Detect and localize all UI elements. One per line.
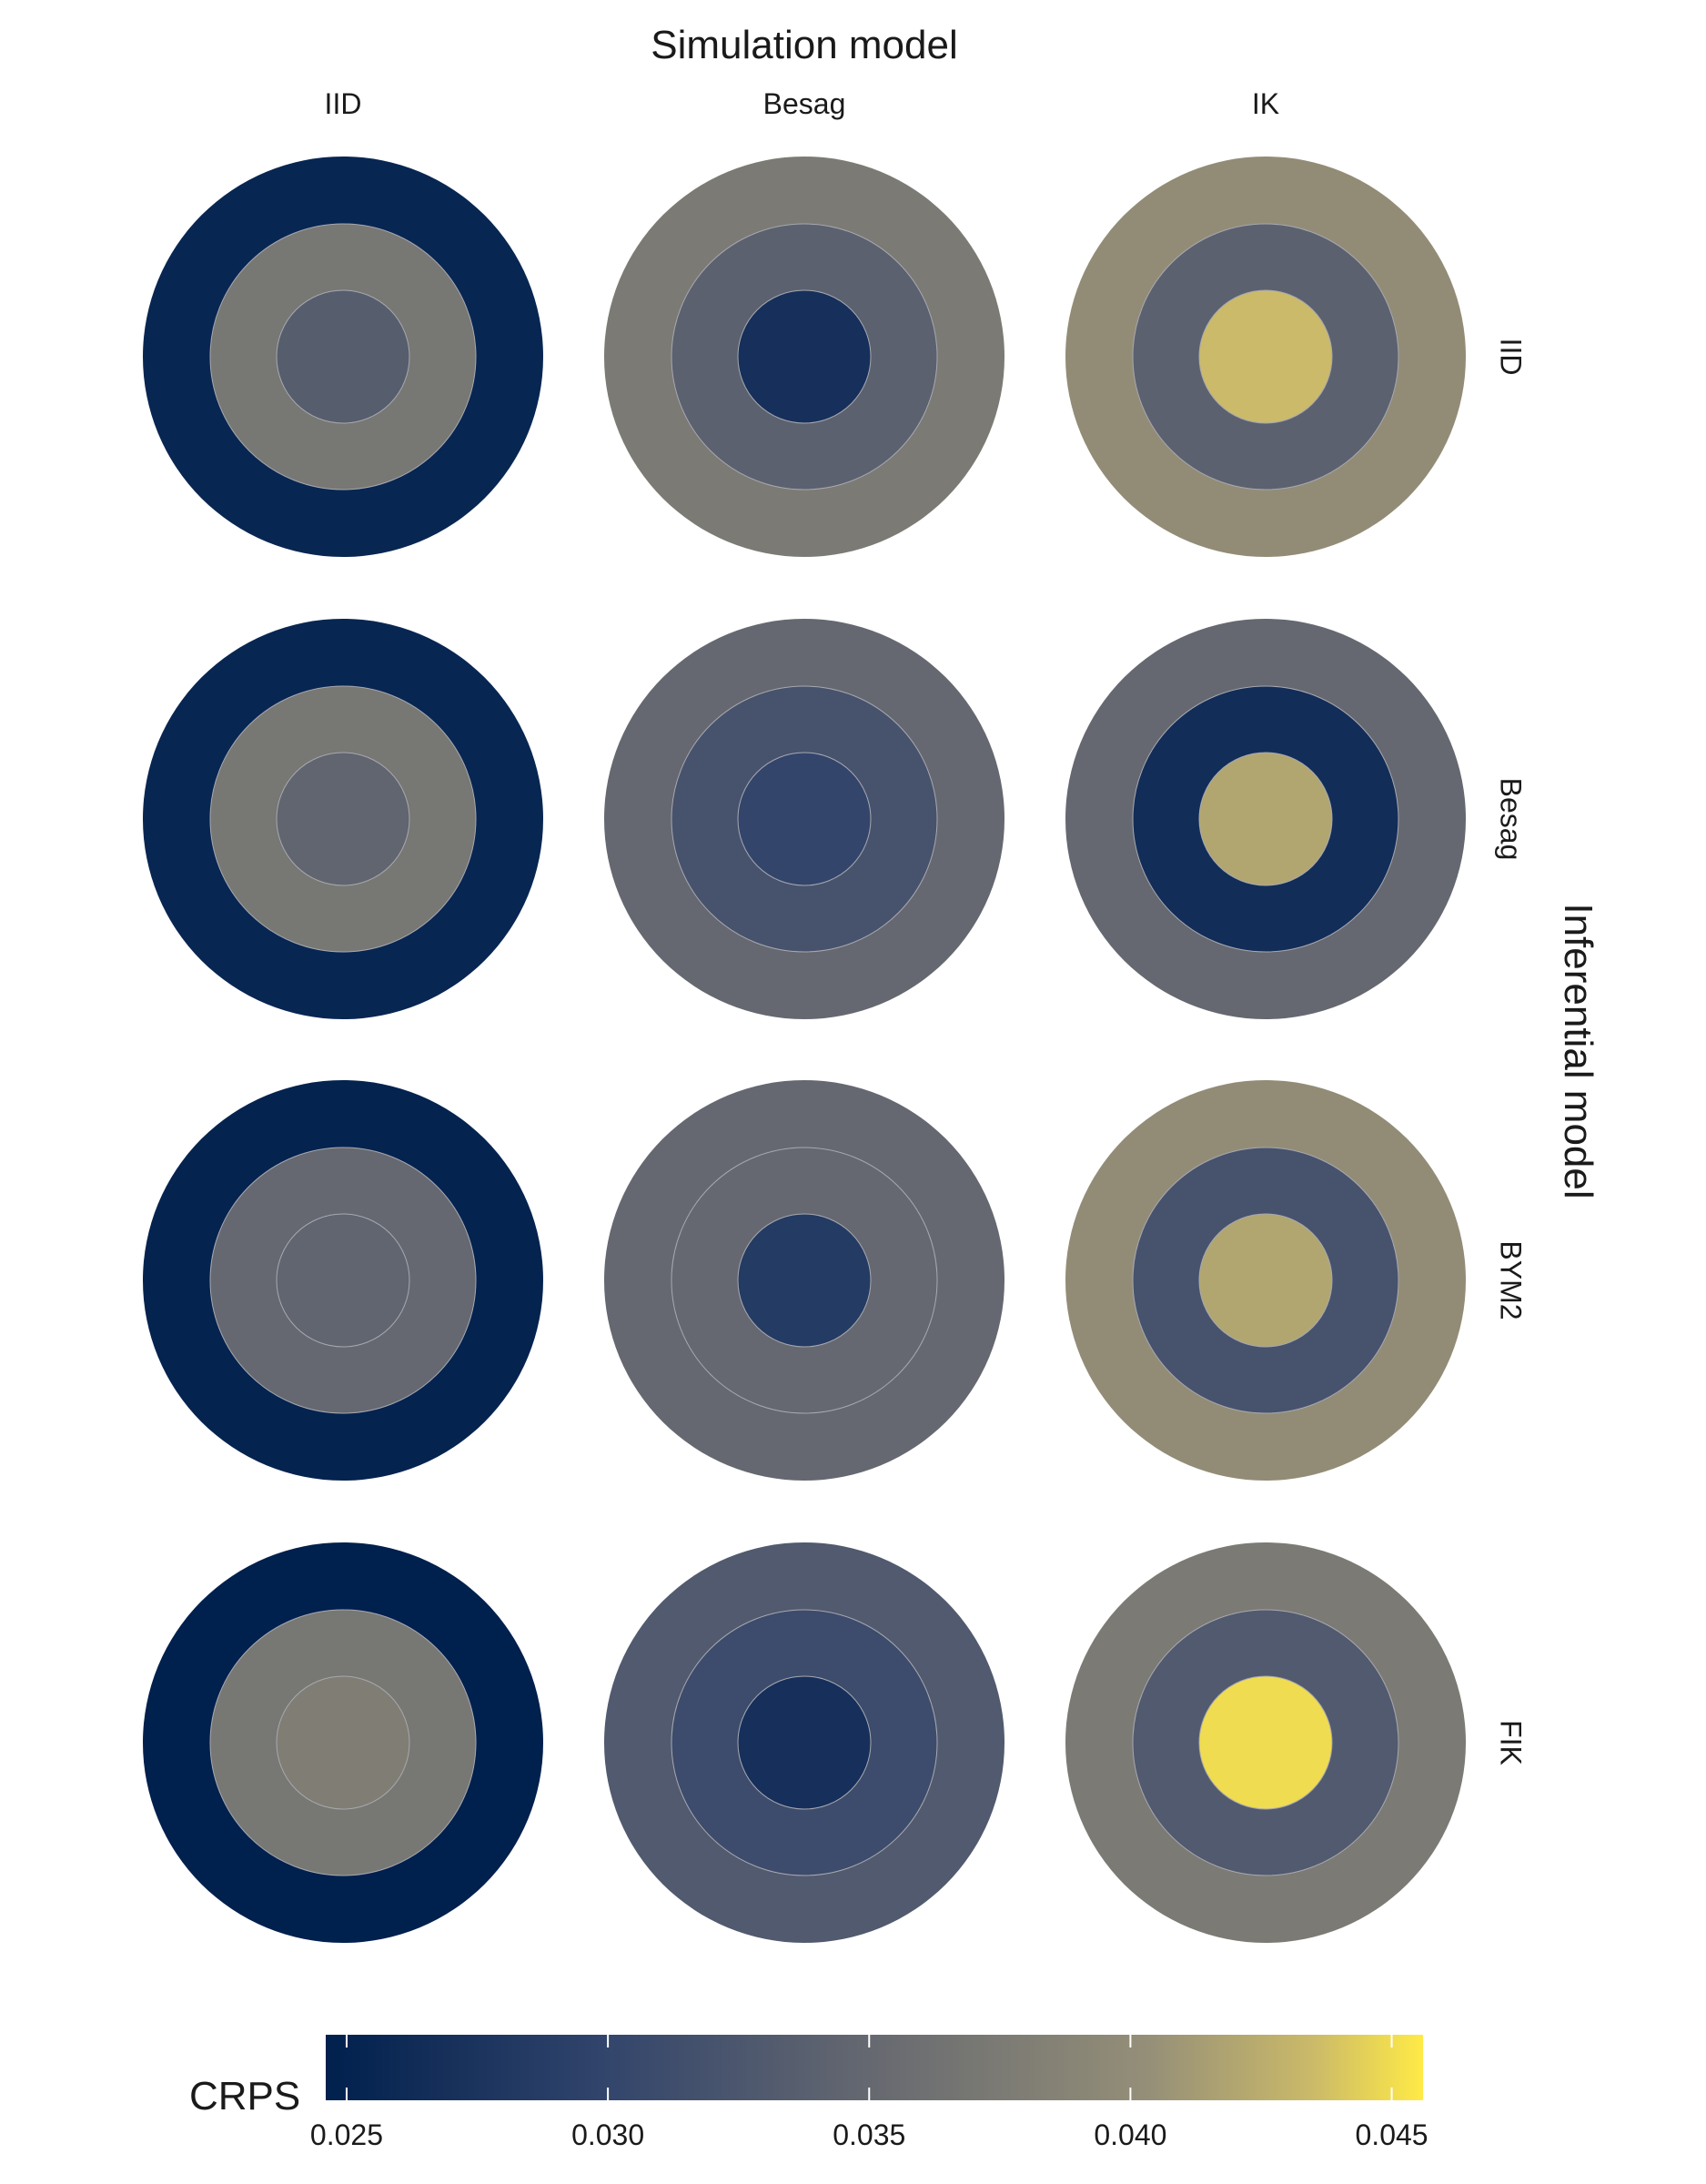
row-label-fik: FIK xyxy=(1495,1720,1528,1765)
cell-iid-besag xyxy=(604,157,1004,557)
legend-title: CRPS xyxy=(189,2074,300,2118)
column-label-besag: Besag xyxy=(763,87,846,120)
cell-besag-iid xyxy=(143,619,543,1019)
row-label-bym2: BYM2 xyxy=(1495,1240,1528,1320)
column-label-iid: IID xyxy=(325,87,362,120)
inner-ring xyxy=(737,752,872,886)
cell-bym2-ik xyxy=(1065,1080,1466,1481)
inner-ring xyxy=(1198,752,1333,886)
inner-ring xyxy=(276,289,410,424)
row-label-iid: IID xyxy=(1495,339,1528,376)
inner-ring xyxy=(737,289,872,424)
cell-fik-ik xyxy=(1065,1542,1466,1943)
colorbar-tick-label: 0.045 xyxy=(1356,2118,1428,2151)
colorbar-ticks: 0.025 0.030 0.035 0.040 0.045 xyxy=(310,2035,1428,2151)
inner-ring xyxy=(1198,1675,1333,1810)
inner-ring xyxy=(276,1213,410,1348)
cell-besag-besag xyxy=(604,619,1004,1019)
cell-iid-ik xyxy=(1065,157,1466,557)
colorbar-tick-label: 0.035 xyxy=(833,2118,905,2151)
inner-ring xyxy=(737,1213,872,1348)
cell-besag-ik xyxy=(1065,619,1466,1019)
column-label-ik: IK xyxy=(1252,87,1279,120)
colorbar-tick-label: 0.040 xyxy=(1094,2118,1166,2151)
colorbar-legend: CRPS 0.025 0.030 0.035 0.040 0.045 xyxy=(189,2035,1428,2151)
column-strip-labels: IID Besag IK xyxy=(325,87,1280,120)
cell-bym2-iid xyxy=(143,1080,543,1481)
cell-fik-besag xyxy=(604,1542,1004,1943)
inner-ring xyxy=(276,1675,410,1810)
row-label-besag: Besag xyxy=(1495,778,1528,861)
inner-ring xyxy=(276,752,410,886)
inner-ring xyxy=(1198,1213,1333,1348)
cell-iid-iid xyxy=(143,157,543,557)
panel-grid xyxy=(143,157,1466,1943)
chart-title: Simulation model xyxy=(651,23,958,67)
inner-ring xyxy=(737,1675,872,1810)
row-strip-labels: IID Besag BYM2 FIK xyxy=(1495,339,1528,1765)
row-axis-title: Inferential model xyxy=(1556,903,1600,1198)
colorbar xyxy=(326,2035,1423,2100)
colorbar-tick-label: 0.030 xyxy=(571,2118,644,2151)
colorbar-tick-label: 0.025 xyxy=(310,2118,383,2151)
cell-fik-iid xyxy=(143,1542,543,1943)
cell-bym2-besag xyxy=(604,1080,1004,1481)
inner-ring xyxy=(1198,289,1333,424)
